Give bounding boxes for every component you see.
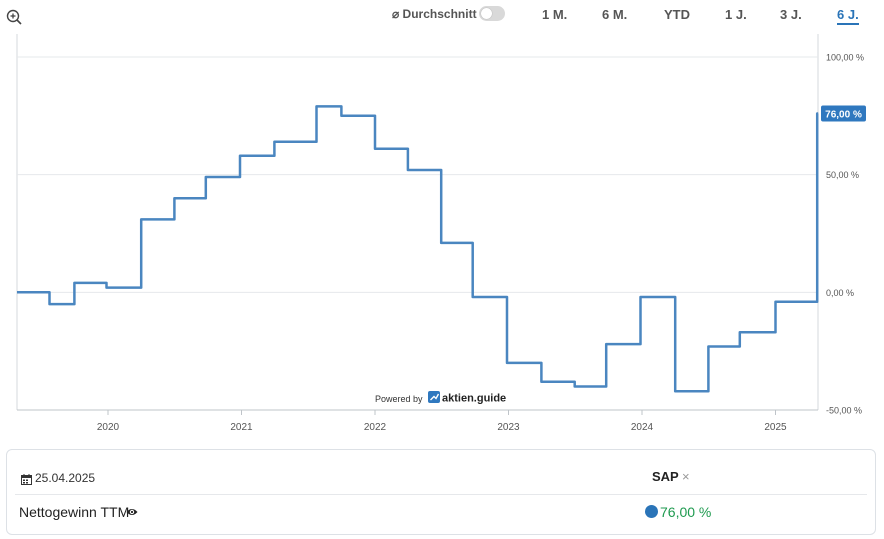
x-tick-label: 2024 [631, 422, 654, 433]
y-tick-label: -50,00 % [826, 406, 862, 416]
detail-panel: 25.04.2025 SAP × Nettogewinn TTM 76,00 % [6, 449, 876, 535]
y-tick-label: 100,00 % [826, 53, 864, 63]
eye-icon[interactable] [126, 507, 138, 517]
last-value-badge [821, 105, 866, 122]
toggle-knob [481, 8, 492, 19]
range-3y-button[interactable]: 3 J. [780, 7, 802, 22]
last-value-label: 76,00 % [825, 109, 862, 120]
y-tick-label: 0,00 % [826, 288, 854, 298]
metric-value: 76,00 % [660, 504, 712, 520]
panel-date: 25.04.2025 [35, 471, 96, 485]
chart-toolbar: ⌀ Durchschnitt 1 M. 6 M. YTD 1 J. 3 J. 6… [0, 0, 884, 34]
x-tick-label: 2022 [364, 422, 387, 433]
range-6y-button[interactable]: 6 J. [837, 7, 859, 25]
range-ytd-button[interactable]: YTD [664, 7, 690, 22]
aktien-guide-brand: aktien.guide [442, 393, 506, 405]
zoom-in-icon[interactable] [5, 8, 23, 26]
average-toggle[interactable] [479, 6, 505, 21]
ticker-label: SAP [652, 469, 679, 484]
x-tick-label: 2025 [764, 422, 787, 433]
powered-by-label: Powered by [375, 394, 423, 404]
x-tick-label: 2020 [97, 422, 120, 433]
range-6m-button[interactable]: 6 M. [602, 7, 628, 22]
remove-ticker-button[interactable]: × [682, 469, 690, 484]
range-1m-button[interactable]: 1 M. [542, 7, 568, 22]
x-tick-label: 2023 [497, 422, 520, 433]
range-1y-button[interactable]: 1 J. [725, 7, 747, 22]
average-label: ⌀ Durchschnitt [392, 7, 477, 21]
series-line [17, 105, 819, 393]
panel-divider [15, 494, 867, 495]
y-tick-label: 50,00 % [826, 170, 859, 180]
metric-name: Nettogewinn TTM [19, 504, 130, 520]
logo-arrow-icon [430, 393, 440, 401]
calendar-icon [21, 474, 32, 485]
x-tick-label: 2021 [230, 422, 253, 433]
series-color-dot [645, 505, 658, 518]
chart-plot[interactable]: 100,00 % 50,00 % 0,00 % -50,00 % 2020 2021 202… [0, 34, 884, 444]
